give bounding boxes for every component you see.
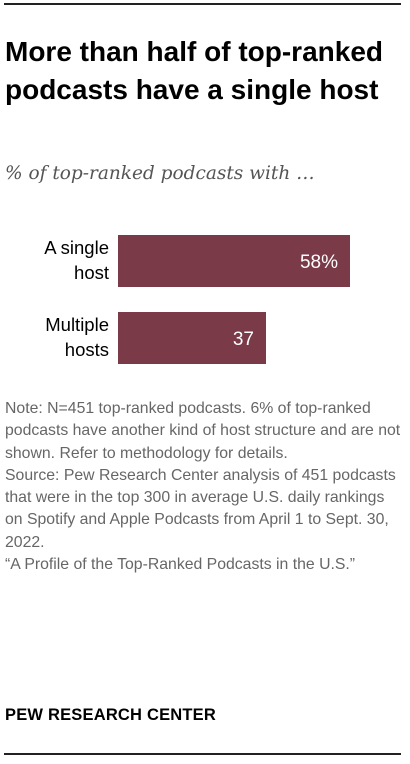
chart-subtitle: % of top-ranked podcasts with … xyxy=(5,163,315,184)
chart-notes: Note: N=451 top-ranked podcasts. 6% of t… xyxy=(5,398,405,576)
bar-1 xyxy=(118,312,266,364)
note-text: Note: N=451 top-ranked podcasts. 6% of t… xyxy=(5,400,401,462)
bar-value-label: 37 xyxy=(233,329,254,350)
chart-title: More than half of top-ranked podcasts ha… xyxy=(5,36,383,105)
category-label: Multiple hosts xyxy=(45,314,109,360)
bar-chart: 58% A single host 37 Multiple hosts xyxy=(44,235,350,364)
bottom-rule xyxy=(4,753,401,755)
top-rule xyxy=(4,3,401,5)
source-text: Source: Pew Research Center analysis of … xyxy=(5,466,396,551)
bar-value-label: 58% xyxy=(300,252,338,273)
report-title: “A Profile of the Top-Ranked Podcasts in… xyxy=(5,556,356,574)
category-label: A single host xyxy=(44,237,109,283)
bar-0 xyxy=(118,235,350,287)
pew-logo-text: PEW RESEARCH CENTER xyxy=(5,706,216,724)
